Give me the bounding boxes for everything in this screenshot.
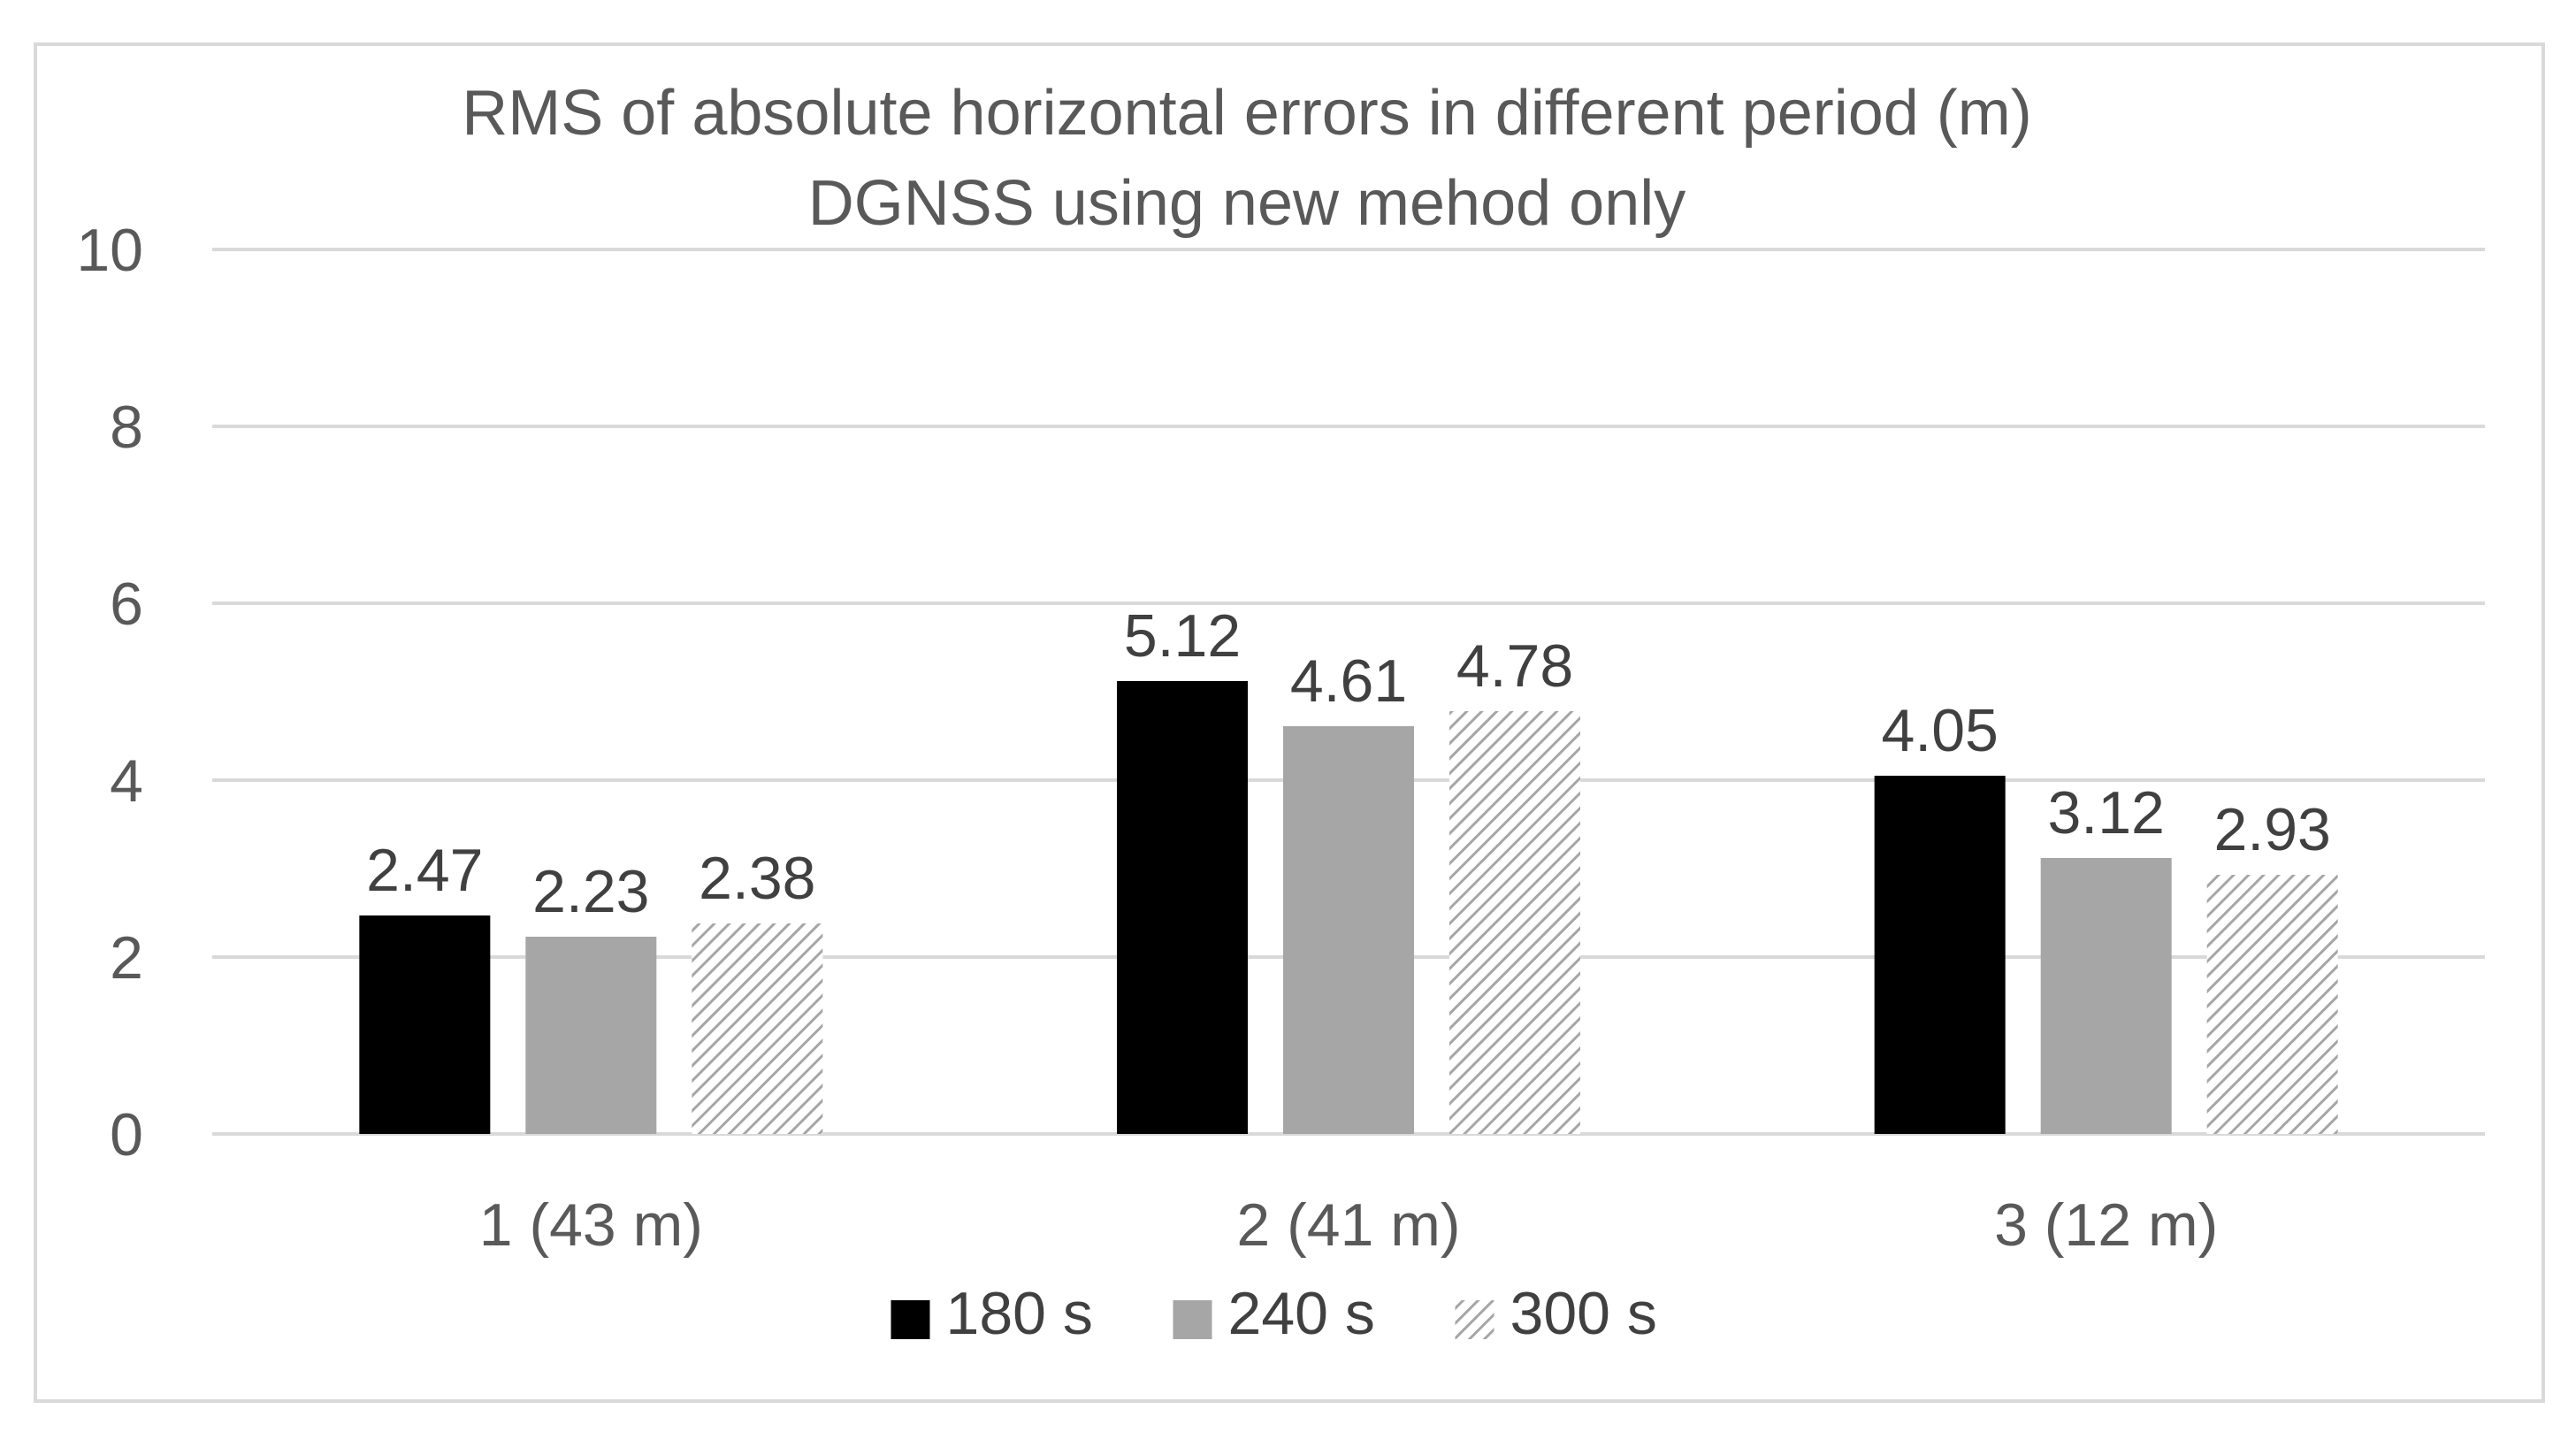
- data-label: 4.61: [1290, 647, 1407, 715]
- data-label: 3.12: [2047, 779, 2164, 846]
- x-category-label: 2 (41 m): [1236, 1191, 1460, 1259]
- bar: [359, 915, 491, 1134]
- bar: [1117, 681, 1248, 1134]
- legend-label: 240 s: [1228, 1280, 1375, 1347]
- bar: [2206, 875, 2338, 1134]
- bar: [1449, 711, 1580, 1134]
- bars: [359, 681, 2338, 1134]
- data-label: 5.12: [1124, 602, 1241, 670]
- legend: 180 s 240 s 300 s: [891, 1280, 1657, 1347]
- data-label: 2.47: [366, 837, 483, 904]
- legend-swatch: [891, 1300, 930, 1339]
- chart-subtitle: DGNSS using new mehod only: [808, 168, 1686, 239]
- x-axis-categories: 1 (43 m) 2 (41 m) 3 (12 m): [479, 1191, 2219, 1259]
- y-axis-ticks: 0 2 4 6 8 10: [76, 217, 143, 1168]
- data-label: 4.78: [1456, 632, 1573, 700]
- bar: [2040, 858, 2172, 1134]
- y-tick-label: 0: [110, 1101, 143, 1168]
- y-tick-label: 2: [110, 924, 143, 992]
- bar: [1283, 726, 1414, 1134]
- legend-swatch: [1455, 1300, 1494, 1339]
- y-tick-label: 8: [110, 394, 143, 461]
- x-category-label: 3 (12 m): [1994, 1191, 2218, 1259]
- data-label: 2.38: [699, 845, 815, 912]
- data-label: 4.05: [1881, 697, 1998, 764]
- y-tick-label: 6: [110, 571, 143, 638]
- data-label: 2.93: [2213, 796, 2330, 863]
- legend-swatch: [1173, 1300, 1212, 1339]
- x-category-label: 1 (43 m): [479, 1191, 703, 1259]
- y-tick-label: 10: [76, 217, 143, 284]
- data-labels: 2.47 2.23 2.38 5.12 4.61 4.78 4.05 3.12 2.93: [366, 602, 2331, 925]
- legend-label: 300 s: [1510, 1280, 1657, 1347]
- legend-label: 180 s: [946, 1280, 1093, 1347]
- bar: [692, 923, 823, 1134]
- chart-title: RMS of absolute horizontal errors in dif…: [462, 78, 2031, 149]
- bar: [1874, 776, 2006, 1134]
- data-label: 2.23: [532, 858, 649, 925]
- y-tick-label: 4: [110, 747, 143, 815]
- bar: [525, 937, 657, 1134]
- chart-frame: [34, 42, 2545, 1403]
